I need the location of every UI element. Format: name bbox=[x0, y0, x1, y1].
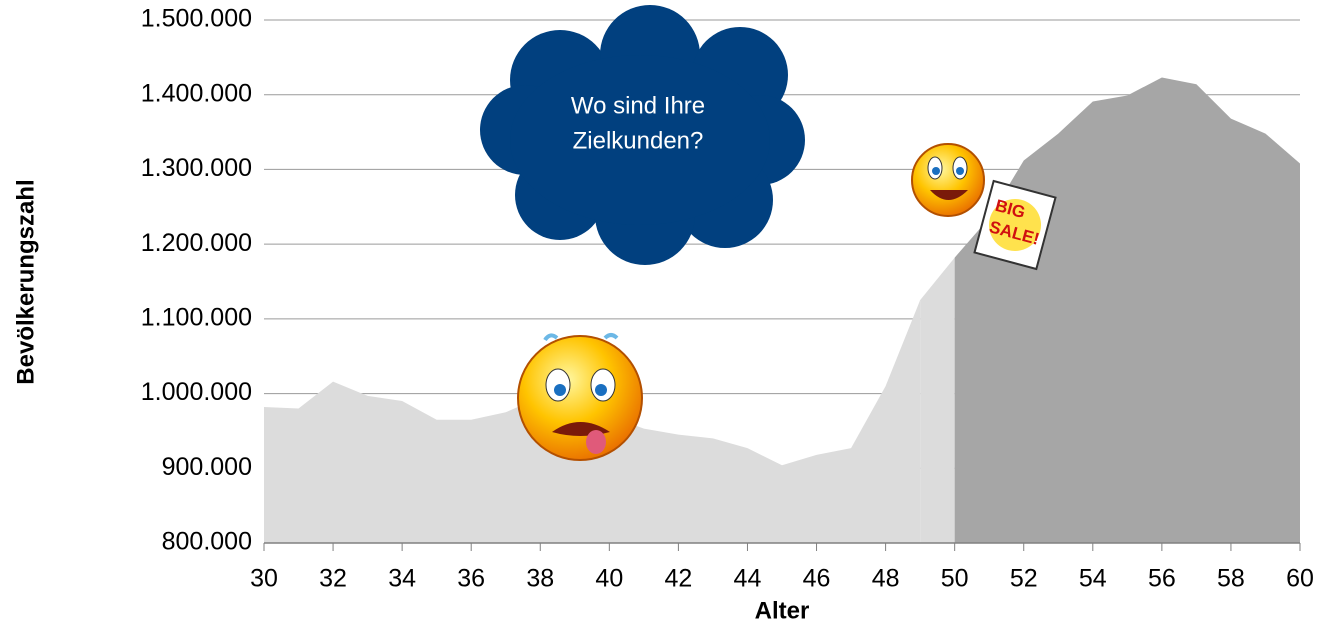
y-axis-label: Bevölkerungszahl bbox=[12, 179, 39, 384]
x-tick-label: 60 bbox=[1286, 565, 1314, 593]
y-tick-label: 1.000.000 bbox=[141, 378, 252, 406]
cloud-text: Wo sind Ihre bbox=[571, 92, 705, 119]
x-tick-label: 48 bbox=[872, 565, 900, 593]
x-tick-label: 30 bbox=[250, 565, 278, 593]
x-tick-label: 58 bbox=[1217, 565, 1245, 593]
x-tick-label: 54 bbox=[1079, 565, 1107, 593]
y-tick-label: 1.300.000 bbox=[141, 154, 252, 182]
area-bridge bbox=[920, 258, 955, 543]
area bbox=[955, 78, 1300, 543]
cloud-text: Zielkunden? bbox=[573, 127, 704, 154]
x-tick-label: 44 bbox=[734, 565, 762, 593]
x-tick-label: 42 bbox=[664, 565, 692, 593]
plot-area bbox=[264, 20, 1300, 551]
sad-emoji bbox=[518, 335, 642, 460]
x-tick-label: 52 bbox=[1010, 565, 1038, 593]
x-tick-label: 40 bbox=[595, 565, 623, 593]
y-tick-label: 1.200.000 bbox=[141, 229, 252, 257]
y-tick-label: 900.000 bbox=[162, 453, 252, 481]
x-axis-label: Alter bbox=[755, 597, 810, 624]
chart: Bevölkerungszahl Alter Wo sind Ihre Ziel… bbox=[0, 0, 1325, 628]
x-tick-label: 56 bbox=[1148, 565, 1176, 593]
y-tick-label: 1.100.000 bbox=[141, 303, 252, 331]
y-tick-label: 1.400.000 bbox=[141, 79, 252, 107]
x-tick-label: 36 bbox=[457, 565, 485, 593]
x-tick-label: 34 bbox=[388, 565, 416, 593]
x-tick-label: 38 bbox=[526, 565, 554, 593]
y-tick-label: 800.000 bbox=[162, 528, 252, 556]
x-tick-label: 46 bbox=[803, 565, 831, 593]
x-tick-label: 32 bbox=[319, 565, 347, 593]
x-tick-label: 50 bbox=[941, 565, 969, 593]
y-tick-label: 1.500.000 bbox=[141, 5, 252, 33]
